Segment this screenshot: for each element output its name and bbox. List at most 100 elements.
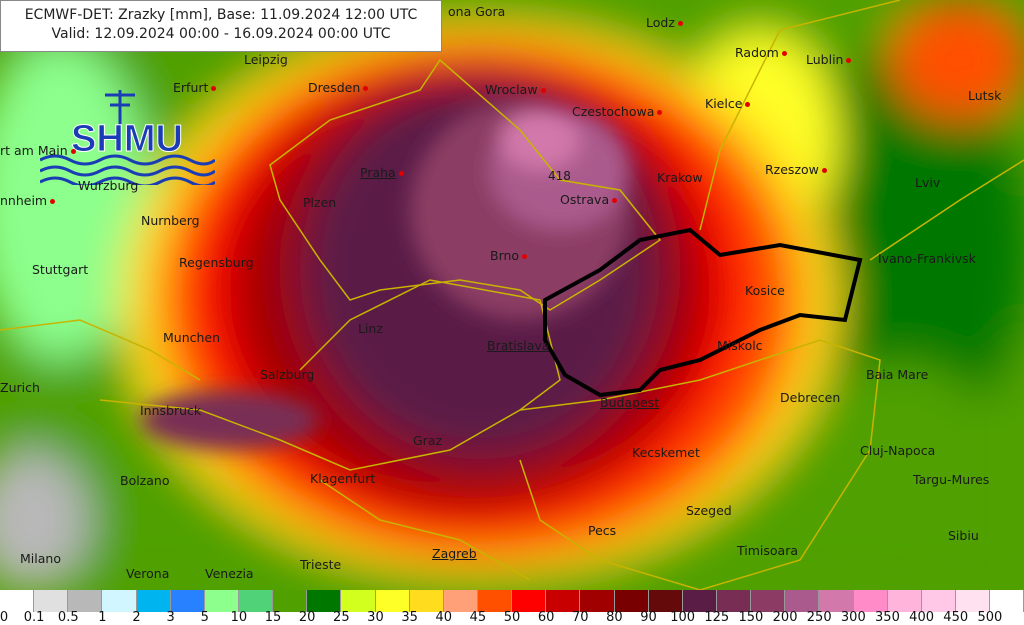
legend-swatch: [0, 590, 35, 612]
city-label: Bratislava: [487, 338, 550, 353]
legend-label: 125: [704, 610, 730, 625]
legend-label: 3: [166, 610, 175, 625]
city-label: Kielce: [705, 96, 751, 111]
city-dot: [398, 171, 404, 176]
legend-label: 35: [401, 610, 418, 625]
legend-label: 0.5: [57, 610, 79, 625]
city-label: Verona: [126, 566, 170, 581]
city-dot: [781, 51, 787, 56]
city-label: Stuttgart: [32, 262, 89, 277]
precipitation-field: [0, 0, 1024, 590]
city-label: Bolzano: [120, 473, 170, 488]
city-label: Lviv: [915, 175, 941, 190]
legend-label: 1: [98, 610, 107, 625]
legend-label: 0.1: [23, 610, 45, 625]
city-label: Lublin: [806, 52, 852, 67]
city-label: Salzburg: [260, 367, 315, 382]
title-line-1: ECMWF-DET: Zrazky [mm], Base: 11.09.2024…: [24, 7, 418, 23]
city-label: Pecs: [588, 523, 617, 538]
legend-swatch: [580, 590, 615, 612]
legend-label: 200: [772, 610, 798, 625]
city-label: Kosice: [745, 283, 785, 298]
svg-text:SHMU: SHMU: [71, 118, 183, 160]
legend-labels: 0 0.1 0.5 1 2 3 5 10 15 20 25 30 35 40 45 50 60 70 80 90 100…: [0, 610, 1024, 625]
city-label: Dresden: [308, 80, 369, 95]
legend-swatch: [546, 590, 581, 612]
city-dot: [363, 86, 369, 91]
legend-label: 15: [264, 610, 282, 625]
legend-label: 250: [806, 610, 832, 625]
city-label: Baia Mare: [866, 367, 929, 382]
city-label: Sibiu: [948, 528, 979, 543]
city-label: rt am Main: [0, 143, 76, 158]
legend-label: 500: [977, 610, 1003, 625]
legend-label: 25: [333, 610, 350, 625]
legend-swatch: [204, 590, 239, 612]
legend-label: 30: [367, 610, 384, 625]
city-label: Trieste: [300, 557, 342, 572]
city-dot: [211, 86, 217, 91]
legend-swatch: [443, 590, 478, 612]
city-label: Zagreb: [432, 546, 477, 561]
legend-swatch: [307, 590, 342, 612]
city-dot: [846, 58, 852, 63]
title-line-2: Valid: 12.09.2024 00:00 - 16.09.2024 00:…: [51, 26, 391, 42]
city-label: Kecskemet: [632, 445, 700, 460]
legend-swatch: [887, 590, 922, 612]
legend-label: 300: [840, 610, 866, 625]
map-title: ECMWF-DET: Zrazky [mm], Base: 11.09.2024…: [0, 0, 442, 52]
city-label: Wroclaw: [485, 82, 546, 97]
legend-label: 80: [606, 610, 623, 625]
city-label: Lodz: [646, 15, 683, 30]
city-label: Rzeszow: [765, 162, 827, 177]
legend-swatch: [409, 590, 444, 612]
city-label: Szeged: [686, 503, 732, 518]
legend-swatch: [477, 590, 513, 612]
shmu-logo: SHMU: [40, 85, 215, 185]
city-label: Cluj-Napoca: [860, 443, 936, 458]
max-value-label: 418: [548, 169, 571, 183]
city-dot: [745, 102, 751, 107]
city-label: Nurnberg: [141, 213, 200, 228]
color-legend: 0 0.1 0.5 1 2 3 5 10 15 20 25 30 35 40 45 50 60 70 80 90 100…: [0, 590, 1024, 625]
city-label: Linz: [358, 321, 383, 336]
legend-label: 90: [640, 610, 657, 625]
city-dot: [612, 198, 618, 203]
city-label: Ivano-Frankivsk: [878, 251, 976, 266]
city-dot: [50, 199, 56, 204]
legend-swatch: [375, 590, 410, 612]
legend-label: 70: [571, 610, 589, 625]
legend-swatch: [853, 590, 888, 612]
legend-label: 450: [943, 610, 969, 625]
country-borders: [0, 0, 1024, 590]
legend-boxes: [0, 590, 1024, 612]
legend-label: 0: [0, 610, 9, 625]
city-dot: [657, 110, 663, 115]
legend-swatch: [102, 590, 137, 612]
legend-swatch: [170, 590, 205, 612]
city-label: Leipzig: [244, 52, 288, 67]
city-label: Erfurt: [173, 80, 217, 95]
city-label: nnheim: [0, 193, 56, 208]
city-dot: [677, 21, 683, 26]
legend-label: 60: [537, 610, 555, 625]
legend-swatch: [136, 590, 171, 612]
legend-swatch: [716, 590, 752, 612]
city-label: Munchen: [163, 330, 221, 345]
legend-label: 5: [200, 610, 209, 625]
city-label: Timisoara: [737, 543, 798, 558]
city-label: Krakow: [657, 170, 703, 185]
legend-swatch: [921, 590, 956, 612]
legend-swatch: [273, 590, 308, 612]
legend-swatch: [785, 590, 820, 612]
city-label: Brno: [490, 248, 528, 263]
legend-swatch: [955, 590, 991, 612]
precipitation-map[interactable]: ECMWF-DET: Zrazky [mm], Base: 11.09.2024…: [0, 0, 1024, 590]
slovakia-border: [543, 227, 863, 398]
city-label: Budapest: [600, 395, 660, 410]
city-label: Radom: [735, 45, 787, 60]
legend-label: 400: [909, 610, 935, 625]
city-label: Milano: [20, 551, 61, 566]
legend-label: 40: [435, 610, 452, 625]
legend-swatch: [751, 590, 786, 612]
